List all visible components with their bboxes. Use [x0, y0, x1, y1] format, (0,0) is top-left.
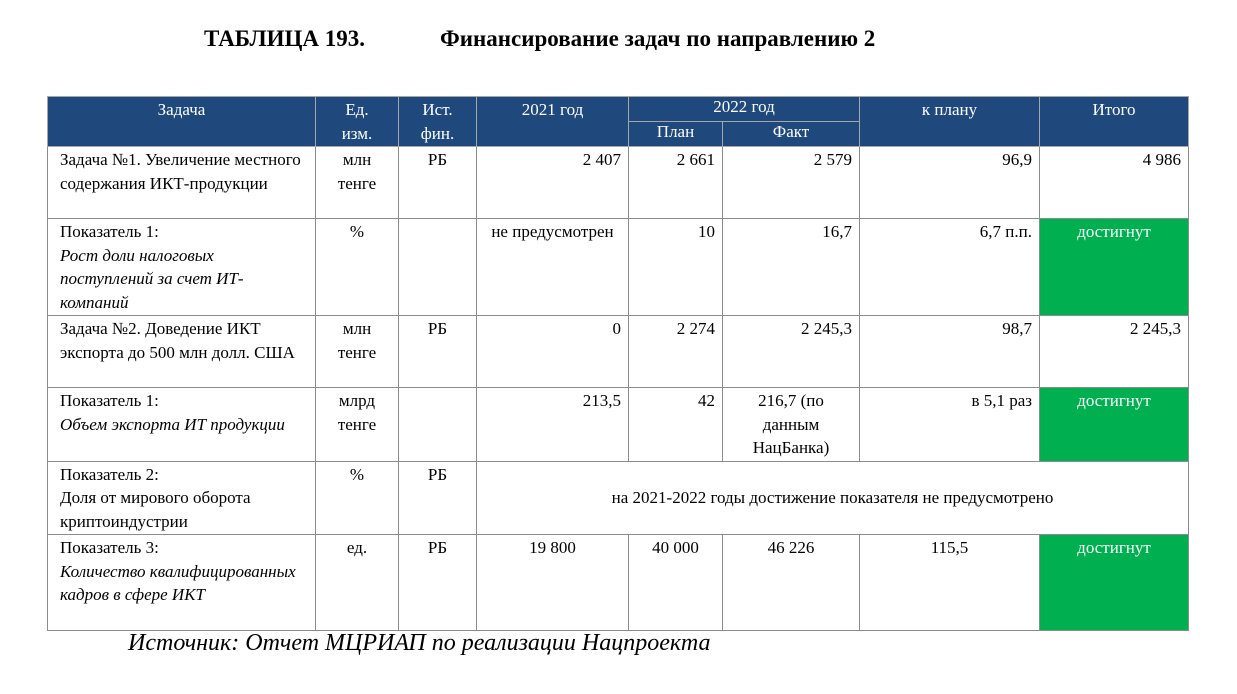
header-fact: Факт	[722, 121, 860, 147]
table-row: Показатель 2: Доля от мирового оборота к…	[47, 460, 1189, 535]
row-title: Показатель 1: Объем экспорта ИТ продукци…	[47, 387, 316, 462]
row-source: РБ	[398, 460, 477, 535]
row-title-desc: Доля от мирового оборота криптоиндустрии	[60, 488, 251, 531]
row-source: РБ	[398, 315, 477, 388]
row-fact: 2 245,3	[722, 315, 860, 388]
row-total: 2 245,3	[1039, 315, 1189, 388]
table-caption: Финансирование задач по направлению 2	[440, 26, 876, 51]
row-title-desc: Количество квалифицированных кадров в сф…	[60, 561, 296, 605]
row-2021: 213,5	[476, 387, 629, 462]
header-source-line2: фин.	[420, 123, 455, 143]
row-fact: 46 226	[722, 534, 860, 631]
row-title: Показатель 3: Количество квалифицированн…	[47, 534, 316, 631]
financing-table: Задача Ед. изм. Ист. фин. 2021 год 2022 …	[47, 96, 1189, 631]
row-unit: млн тенге	[315, 146, 399, 219]
row-plan: 2 661	[628, 146, 723, 219]
status-badge: достигнут	[1039, 534, 1189, 631]
row-title-label: Показатель 1:	[60, 222, 159, 241]
header-2021: 2021 год	[476, 96, 629, 147]
row-title-desc: Рост доли налоговых поступлений за счет …	[60, 245, 244, 312]
row-fact: 2 579	[722, 146, 860, 219]
row-title: Показатель 2: Доля от мирового оборота к…	[47, 460, 316, 535]
source-note: Источник: Отчет МЦРИАП по реализации Нац…	[128, 630, 711, 656]
row-title: Задача №1. Увеличение местного содержани…	[47, 146, 316, 219]
header-total: Итого	[1039, 96, 1189, 147]
header-unit-line2: изм.	[341, 123, 373, 143]
table-row: Показатель 3: Количество квалифицированн…	[47, 534, 1189, 631]
row-unit: %	[315, 460, 399, 535]
row-vs-plan: в 5,1 раз	[859, 387, 1040, 462]
row-fact: 216,7 (по данным НацБанка)	[722, 387, 860, 462]
row-2021: 2 407	[476, 146, 629, 219]
table-row: Задача №2. Доведение ИКТ экспорта до 500…	[47, 315, 1189, 388]
table-row: Показатель 1: Объем экспорта ИТ продукци…	[47, 387, 1189, 462]
row-total: 4 986	[1039, 146, 1189, 219]
row-title: Задача №2. Доведение ИКТ экспорта до 500…	[47, 315, 316, 388]
row-unit: млн тенге	[315, 315, 399, 388]
status-badge: достигнут	[1039, 387, 1189, 462]
row-vs-plan: 96,9	[859, 146, 1040, 219]
row-unit: %	[315, 218, 399, 316]
table-row: Задача №1. Увеличение местного содержани…	[47, 146, 1189, 219]
row-plan: 42	[628, 387, 723, 462]
row-source: РБ	[398, 534, 477, 631]
header-vs-plan: к плану	[859, 96, 1040, 147]
row-fact: 16,7	[722, 218, 860, 316]
row-vs-plan: 115,5	[859, 534, 1040, 631]
row-title-label: Показатель 3:	[60, 538, 159, 557]
row-2021: 19 800	[476, 534, 629, 631]
row-title-label: Показатель 2:	[60, 464, 159, 484]
row-unit: млрд тенге	[315, 387, 399, 462]
header-source: Ист. фин.	[398, 96, 477, 147]
row-plan: 40 000	[628, 534, 723, 631]
row-title: Показатель 1: Рост доли налоговых поступ…	[47, 218, 316, 316]
row-plan: 10	[628, 218, 723, 316]
row-title-label: Показатель 1:	[60, 391, 159, 410]
row-source	[398, 387, 477, 462]
header-unit-line1: Ед.	[345, 100, 369, 119]
header-2022: 2022 год	[628, 96, 860, 122]
table-row: Показатель 1: Рост доли налоговых поступ…	[47, 218, 1189, 316]
row-source: РБ	[398, 146, 477, 219]
table-number: ТАБЛИЦА 193.	[204, 26, 365, 51]
table-title: ТАБЛИЦА 193. Финансирование задач по напр…	[204, 26, 875, 52]
header-plan: План	[628, 121, 723, 147]
row-title-desc: Объем экспорта ИТ продукции	[60, 414, 285, 434]
row-2021: 0	[476, 315, 629, 388]
header-task: Задача	[47, 96, 316, 147]
row-vs-plan: 6,7 п.п.	[859, 218, 1040, 316]
row-vs-plan: 98,7	[859, 315, 1040, 388]
row-source	[398, 218, 477, 316]
merged-note: на 2021-2022 годы достижение показателя …	[476, 460, 1189, 535]
header-unit: Ед. изм.	[315, 96, 399, 147]
row-2021: не предусмотрен	[476, 218, 629, 316]
status-badge: достигнут	[1039, 218, 1189, 316]
row-plan: 2 274	[628, 315, 723, 388]
row-unit: ед.	[315, 534, 399, 631]
header-source-line1: Ист.	[422, 100, 453, 119]
